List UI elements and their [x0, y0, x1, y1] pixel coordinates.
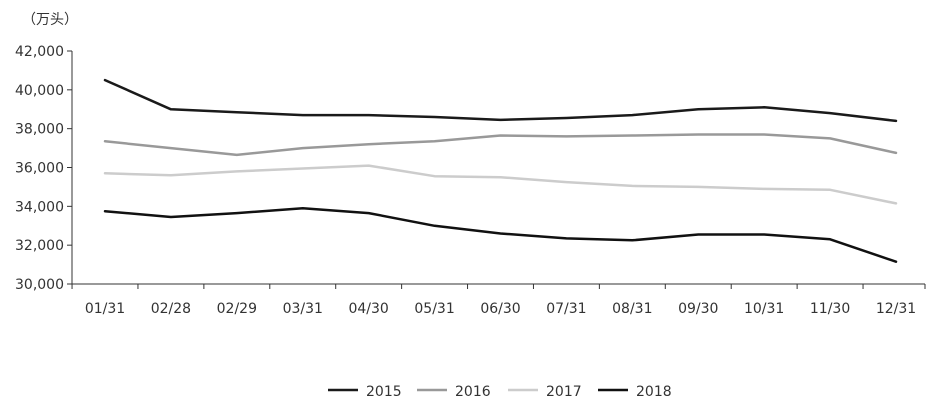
y-axis: 30,000 32,000 34,000 36,000 38,000 40,000 42,0…	[15, 44, 73, 293]
y-axis-unit-label: （万头）	[22, 12, 78, 28]
y-tick-label: 30,000	[15, 277, 64, 293]
x-tick-label: 08/31	[612, 301, 652, 317]
x-tick-label: 10/31	[744, 301, 784, 317]
x-tick-label: 04/30	[348, 301, 388, 317]
legend: 2015 2016 2017 2018	[328, 384, 672, 400]
series-lines	[103, 78, 898, 263]
x-tick-label: 02/29	[217, 301, 257, 317]
y-tick-label: 40,000	[15, 83, 64, 99]
x-tick-label: 03/31	[283, 301, 323, 317]
series-line-2018	[103, 207, 898, 263]
series-line-2016	[103, 133, 898, 157]
y-tick-label: 36,000	[15, 161, 64, 177]
y-tick-label: 34,000	[15, 199, 64, 215]
x-tick-label: 12/31	[876, 301, 916, 317]
x-axis: 01/31 02/28 02/29 03/31 04/30 05/31 06/30 07/31…	[71, 283, 926, 317]
x-tick-label: 06/30	[480, 301, 520, 317]
x-tick-label: 01/31	[85, 301, 125, 317]
series-line-2017	[103, 164, 898, 205]
x-tick-label: 07/31	[546, 301, 586, 317]
x-tick-label: 11/30	[810, 301, 850, 317]
x-tick-label: 05/31	[414, 301, 454, 317]
legend-label-2018: 2018	[636, 384, 672, 400]
y-tick-label: 42,000	[15, 44, 64, 60]
y-tick-label: 38,000	[15, 122, 64, 138]
legend-label-2017: 2017	[546, 384, 582, 400]
legend-label-2016: 2016	[455, 384, 491, 400]
series-line-2015	[103, 78, 898, 123]
legend-label-2015: 2015	[366, 384, 402, 400]
x-tick-label: 02/28	[151, 301, 191, 317]
y-tick-label: 32,000	[15, 238, 64, 254]
x-tick-label: 09/30	[678, 301, 718, 317]
